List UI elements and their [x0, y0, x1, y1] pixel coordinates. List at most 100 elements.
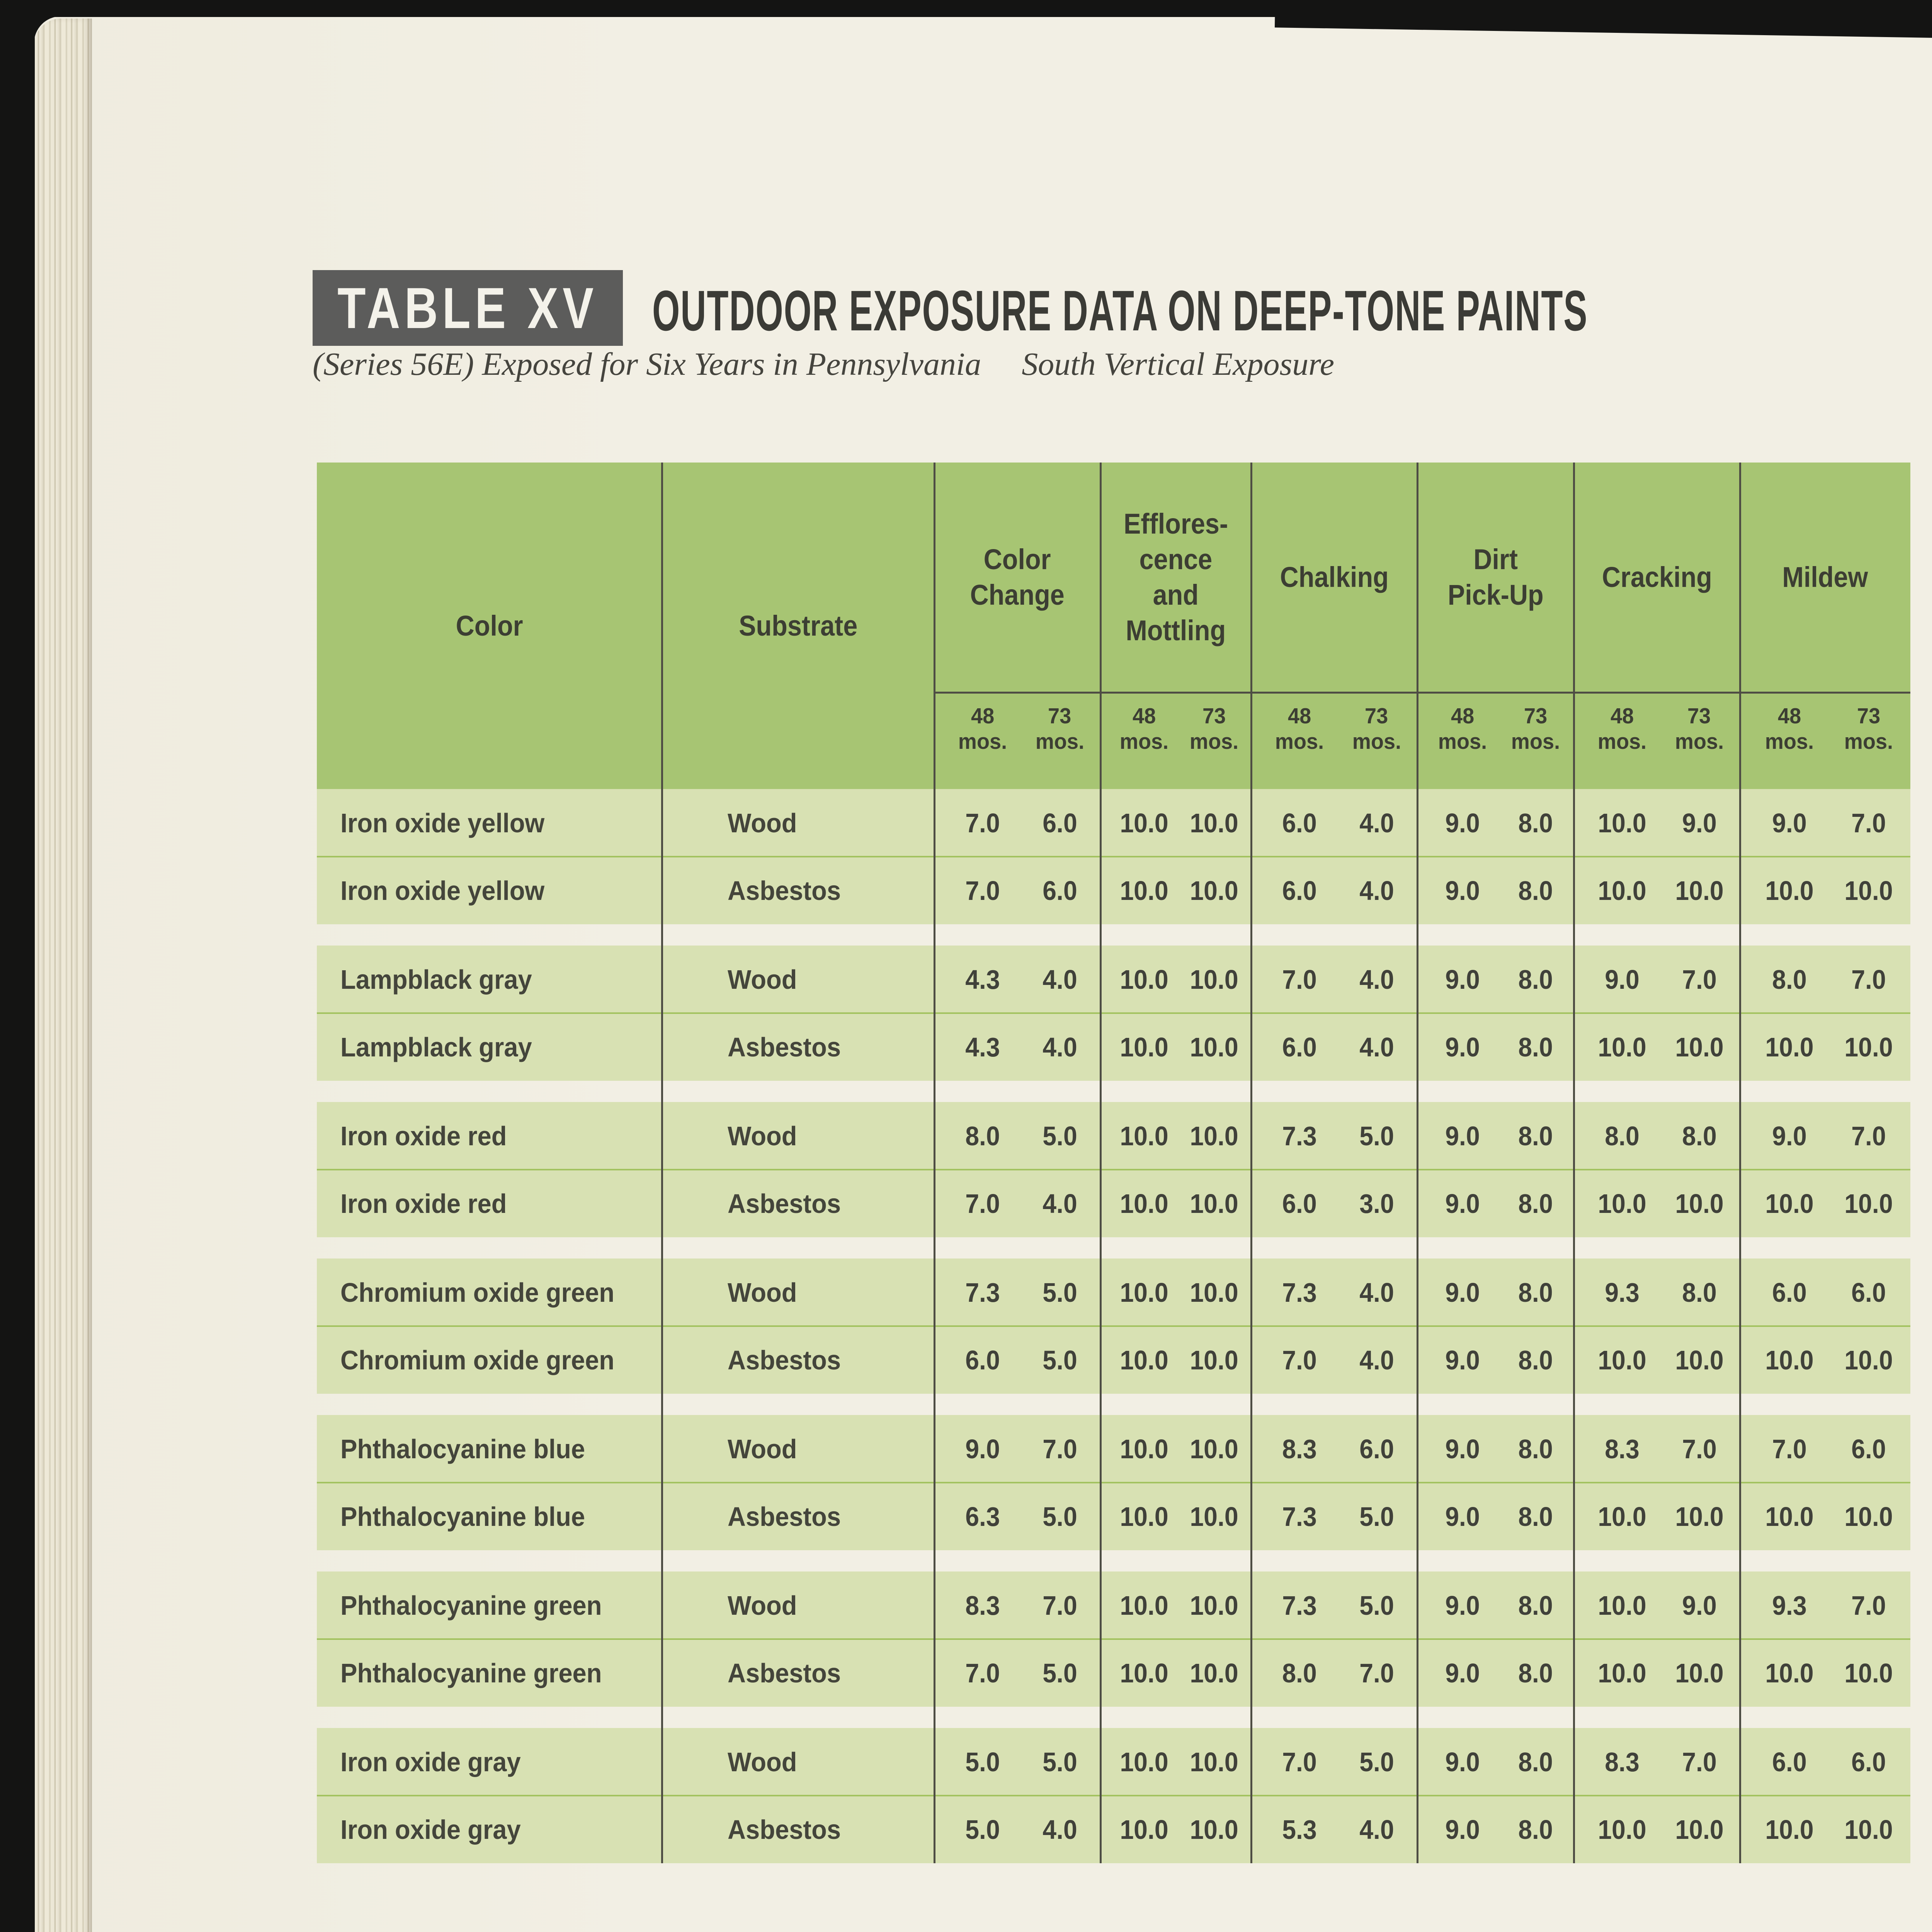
cell-value: 6.0 — [1851, 1747, 1886, 1777]
cell-substrate: Asbestos — [728, 1345, 841, 1375]
cell-value: 7.0 — [1282, 1747, 1317, 1777]
cell-value: 7.0 — [965, 808, 1000, 838]
cell-value: 8.0 — [1682, 1277, 1717, 1308]
table-header-background — [317, 463, 1910, 789]
cell-value: 7.0 — [1282, 964, 1317, 995]
cell-value: 9.0 — [1445, 1345, 1480, 1375]
table-column-rule — [1417, 463, 1418, 1863]
cell-value: 10.0 — [1190, 1345, 1239, 1375]
sub-column-header: 48 mos. — [1274, 703, 1325, 754]
cell-value: 8.3 — [1604, 1434, 1639, 1464]
group-header-label: Change — [970, 578, 1065, 611]
cell-value: 7.3 — [1282, 1590, 1317, 1621]
cell-value: 10.0 — [1190, 1121, 1239, 1151]
cell-value: 6.0 — [1042, 875, 1077, 906]
cell-value: 7.3 — [1282, 1121, 1317, 1151]
cell-substrate: Asbestos — [728, 1814, 841, 1845]
cell-value: 8.0 — [1518, 1501, 1553, 1532]
cell-value: 6.3 — [965, 1501, 1000, 1532]
group-header-label: Mildew — [1782, 561, 1868, 593]
cell-value: 10.0 — [1598, 1658, 1646, 1688]
cell-value: 4.0 — [1359, 1814, 1394, 1845]
cell-value: 10.0 — [1598, 1345, 1646, 1375]
cell-value: 5.0 — [1042, 1658, 1077, 1688]
scanner-background-left — [0, 0, 35, 1932]
column-header-label: Substrate — [738, 609, 858, 642]
cell-value: 10.0 — [1765, 1501, 1814, 1532]
cell-color: Chromium oxide green — [340, 1277, 614, 1308]
cell-value: 4.0 — [1042, 1814, 1077, 1845]
cell-value: 6.0 — [1282, 808, 1317, 838]
cell-value: 9.0 — [965, 1434, 1000, 1464]
sub-column-label: 73 — [1524, 704, 1547, 728]
cell-value: 9.0 — [1445, 808, 1480, 838]
cell-value: 6.0 — [1282, 1188, 1317, 1219]
cell-value: 7.0 — [1851, 964, 1886, 995]
cell-value: 10.0 — [1120, 1590, 1168, 1621]
cell-value: 9.0 — [1445, 1188, 1480, 1219]
cell-value: 10.0 — [1190, 1032, 1239, 1062]
sub-column-label: 48 — [971, 704, 994, 728]
sub-column-label: mos. — [1190, 729, 1239, 754]
sub-column-label: 73 — [1048, 704, 1071, 728]
cell-value: 10.0 — [1598, 1590, 1646, 1621]
cell-value: 8.0 — [1518, 1747, 1553, 1777]
cell-value: 7.0 — [1851, 1590, 1886, 1621]
cell-value: 10.0 — [1190, 875, 1239, 906]
group-header-dirt-pick-up: Dirt Pick-Up — [1417, 463, 1574, 692]
cell-value: 4.0 — [1359, 1277, 1394, 1308]
sub-column-label: 48 — [1610, 704, 1634, 728]
cell-value: 8.0 — [1518, 1590, 1553, 1621]
cell-value: 5.0 — [1042, 1501, 1077, 1532]
cell-value: 4.0 — [1042, 964, 1077, 995]
sub-column-label: 73 — [1687, 704, 1711, 728]
cell-value: 10.0 — [1675, 1658, 1724, 1688]
cell-value: 8.0 — [1282, 1658, 1317, 1688]
cell-value: 10.0 — [1120, 1658, 1168, 1688]
cell-value: 7.3 — [1282, 1277, 1317, 1308]
sub-column-label: mos. — [1844, 729, 1893, 754]
cell-value: 10.0 — [1190, 1434, 1239, 1464]
sub-column-label: mos. — [1035, 729, 1084, 754]
sub-column-header: 73 mos. — [1034, 703, 1085, 754]
sub-column-label: 73 — [1202, 704, 1226, 728]
group-header-efflorescence-and-mottling: Efflores-cence and Mottling — [1100, 463, 1251, 692]
sub-column-label: 48 — [1132, 704, 1156, 728]
table-column-rule — [661, 463, 663, 1863]
table-column-rule — [1739, 463, 1741, 1863]
table-column-rule — [1100, 463, 1102, 1863]
sub-column-header: 73 mos. — [1673, 703, 1725, 754]
cell-value: 10.0 — [1675, 1188, 1724, 1219]
cell-value: 10.0 — [1120, 1814, 1168, 1845]
cell-value: 7.0 — [1042, 1434, 1077, 1464]
cell-value: 7.3 — [965, 1277, 1000, 1308]
cell-value: 10.0 — [1120, 1121, 1168, 1151]
group-header-color-change: Color Change — [934, 463, 1100, 692]
cell-value: 4.0 — [1042, 1032, 1077, 1062]
cell-value: 10.0 — [1120, 808, 1168, 838]
cell-substrate: Asbestos — [728, 1032, 841, 1062]
column-header-color: Color — [317, 463, 662, 789]
cell-value: 10.0 — [1765, 875, 1814, 906]
paper-page: TABLE XV OUTDOOR EXPOSURE DATA ON DEEP-T… — [34, 16, 1932, 1932]
cell-value: 10.0 — [1190, 1590, 1239, 1621]
sub-column-label: mos. — [1275, 729, 1324, 754]
table-row-divider — [317, 1482, 1910, 1483]
cell-value: 7.0 — [1851, 808, 1886, 838]
group-header-label: Efflores- — [1123, 507, 1228, 540]
cell-value: 9.0 — [1682, 808, 1717, 838]
cell-value: 5.0 — [1042, 1121, 1077, 1151]
cell-color: Lampblack gray — [340, 964, 532, 995]
cell-value: 10.0 — [1844, 1188, 1893, 1219]
group-header-cracking: Cracking — [1574, 463, 1740, 692]
cell-value: 5.0 — [1042, 1277, 1077, 1308]
cell-value: 10.0 — [1844, 1814, 1893, 1845]
cell-value: 9.0 — [1772, 1121, 1807, 1151]
cell-color: Phthalocyanine green — [340, 1590, 602, 1621]
cell-value: 7.0 — [965, 1188, 1000, 1219]
cell-substrate: Asbestos — [728, 1658, 841, 1688]
cell-value: 10.0 — [1190, 1747, 1239, 1777]
table-row-divider — [317, 1795, 1910, 1796]
sub-column-header: 48 mos. — [1764, 703, 1815, 754]
